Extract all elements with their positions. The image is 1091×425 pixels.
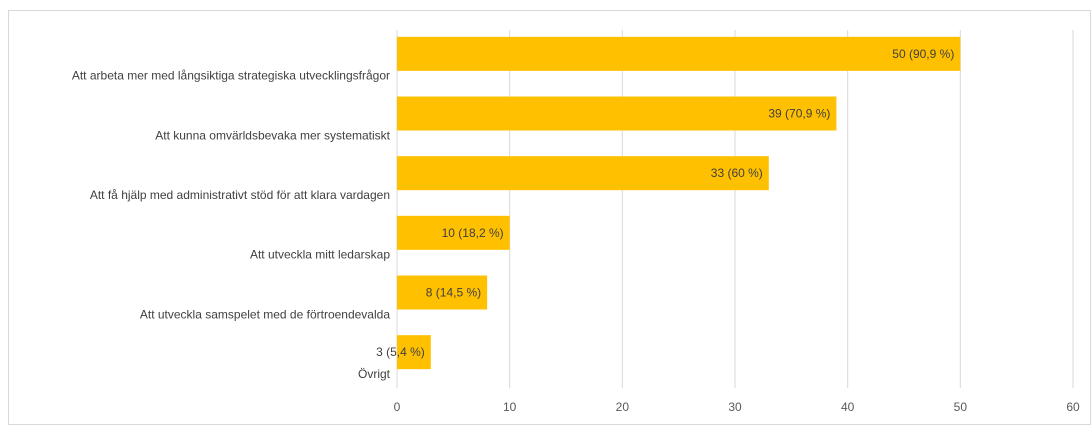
bars (397, 36, 961, 370)
bar (397, 275, 488, 310)
category-label: Att arbeta mer med långsiktiga strategis… (72, 69, 390, 83)
x-tick-label: 10 (503, 400, 517, 414)
data-label: 3 (5,4 %) (376, 345, 425, 359)
x-tick-label: 60 (1066, 400, 1080, 414)
category-label: Att utveckla samspelet med de förtroende… (140, 307, 390, 321)
data-label: 8 (14,5 %) (426, 286, 481, 300)
x-tick-label: 30 (728, 400, 742, 414)
gridlines (396, 30, 1074, 388)
category-label: Att kunna omvärldsbevaka mer systematisk… (155, 128, 390, 142)
data-label: 50 (90,9 %) (892, 47, 954, 61)
x-tick-label: 0 (394, 400, 401, 414)
bar (397, 36, 961, 71)
data-label: 10 (18,2 %) (442, 226, 504, 240)
bar (397, 96, 837, 131)
x-tick-label: 50 (954, 400, 968, 414)
chart-frame (8, 10, 1091, 425)
category-label: Att utveckla mitt ledarskap (250, 248, 390, 262)
x-axis-tick-labels: 0 10 20 30 40 50 60 (394, 400, 1080, 414)
x-tick-label: 20 (616, 400, 630, 414)
bar (397, 156, 769, 191)
bar (397, 335, 431, 370)
category-label: Övrigt (358, 367, 391, 381)
category-labels: Att arbeta mer med långsiktiga strategis… (72, 69, 391, 381)
x-tick-label: 40 (841, 400, 855, 414)
data-labels: 50 (90,9 %) 39 (70,9 %) 33 (60 %) 10 (18,2 … (376, 47, 954, 359)
bar (397, 215, 510, 250)
category-label: Att få hjälp med administrativt stöd för… (90, 188, 390, 202)
data-label: 39 (70,9 %) (768, 107, 830, 121)
data-label: 33 (60 %) (711, 166, 763, 180)
